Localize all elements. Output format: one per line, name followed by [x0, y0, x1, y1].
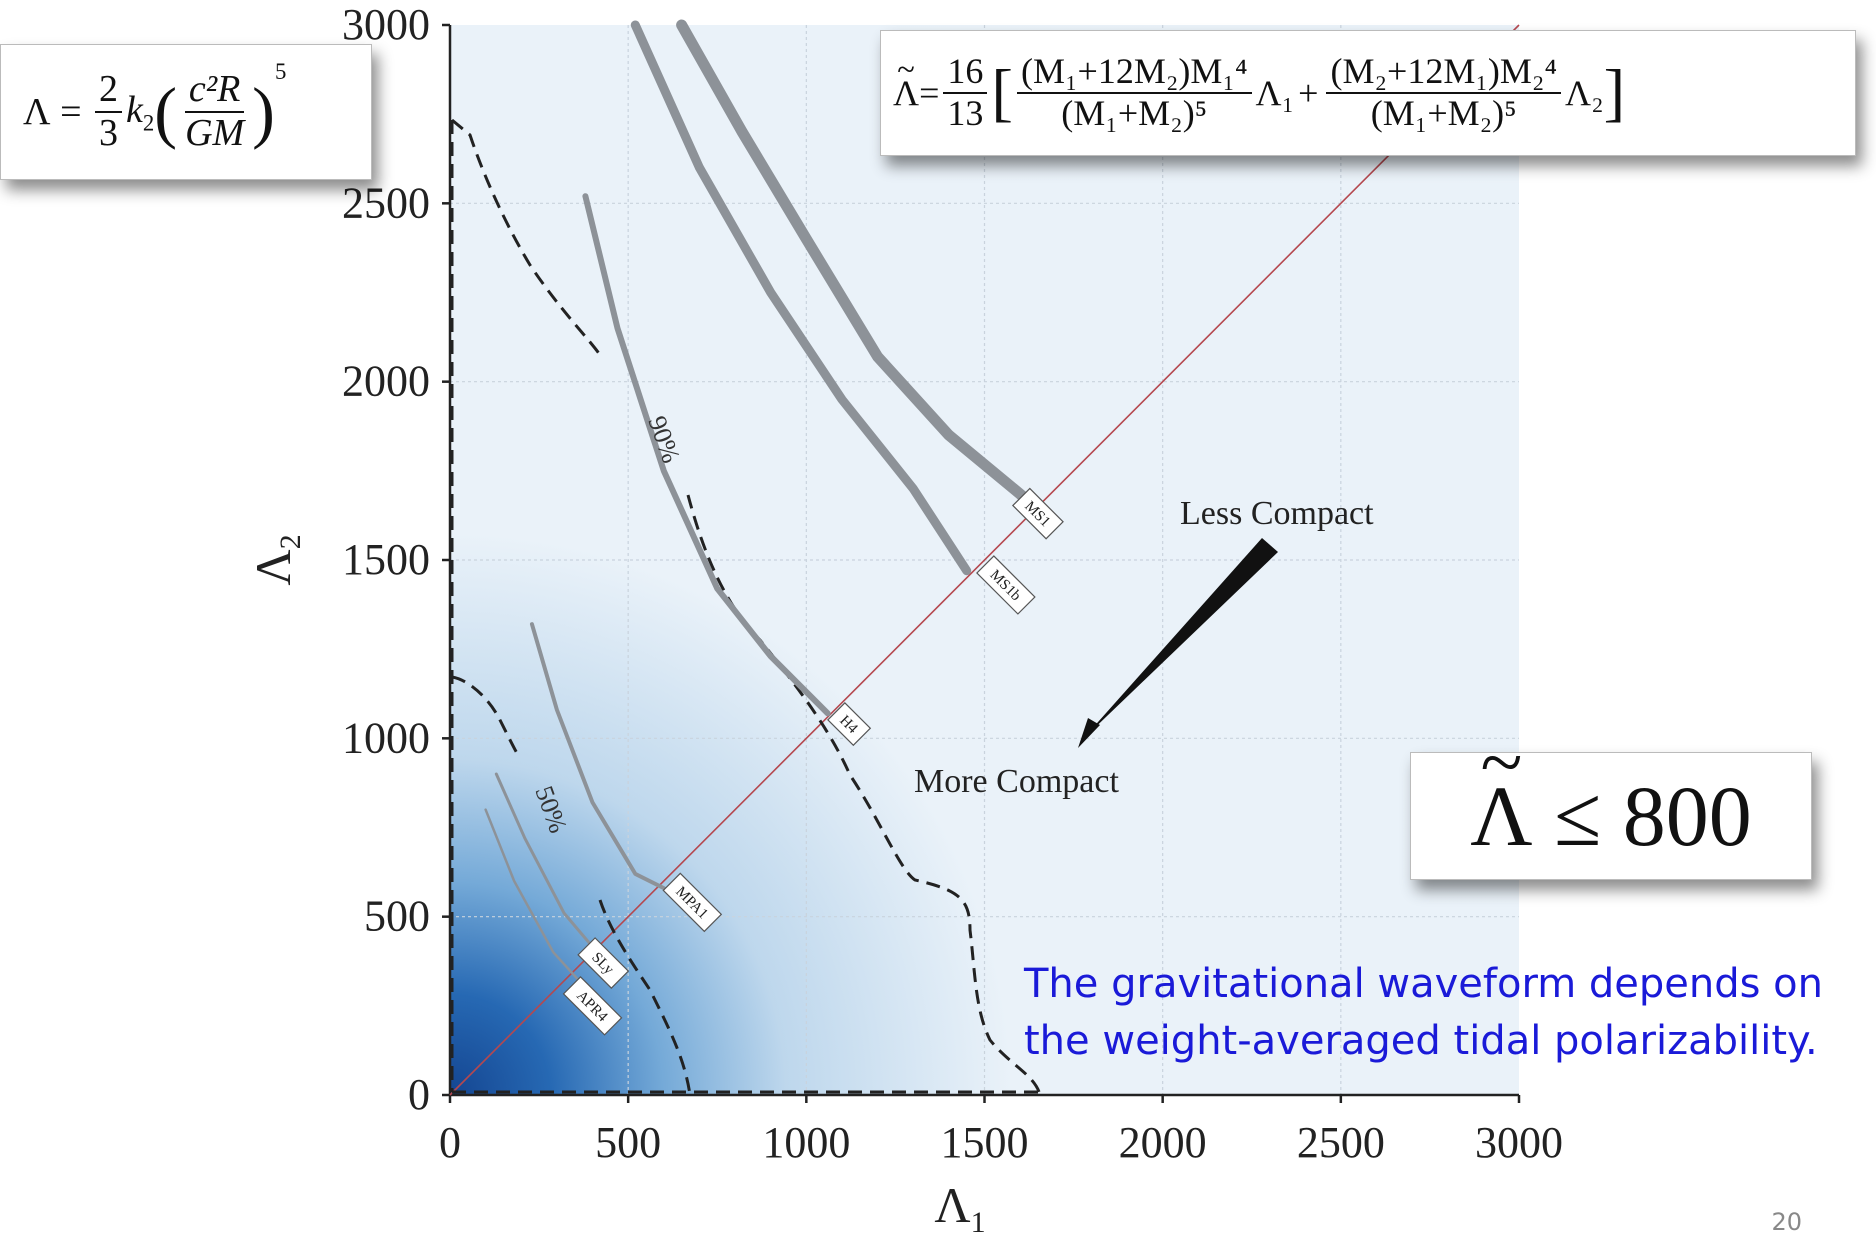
contour-50-inner	[598, 899, 692, 1096]
eos-curve-apr4	[484, 808, 591, 993]
bound-lambda-tilde: Λ	[1470, 766, 1532, 866]
compactness-arrow	[1078, 538, 1278, 748]
y-tick-label-0: 0	[408, 1070, 430, 1119]
eos-label-apr4: APR4	[562, 975, 623, 1036]
lambda2-symbol: Λ₂	[1565, 73, 1604, 113]
caption-line-1: The gravitational waveform depends on	[1024, 961, 1824, 1007]
coef-fraction: 16 13	[943, 52, 988, 133]
contour-50-outer	[451, 675, 520, 756]
x-tick-label-2000: 2000	[1119, 1118, 1207, 1167]
lambda-definition-formula: Λ = 2 3 k2 ( c²R GM ) 5	[0, 44, 372, 180]
y-tick-label-2500: 2500	[342, 178, 430, 227]
bound-value: ≤ 800	[1554, 768, 1752, 864]
equal-lambda-line	[449, 24, 1520, 1096]
y-tick-label-1500: 1500	[342, 535, 430, 584]
lambda-tilde-formula: Λ = 16 13 [ (M₁+12M₂)M₁⁴ (M₁+M₂)⁵ Λ₁ + (…	[880, 30, 1856, 156]
eos-curve-h4	[582, 193, 831, 717]
eos-curve-ms1b	[630, 20, 972, 576]
lambda-tilde-symbol: Λ	[893, 72, 919, 114]
caption-line-2: the weight-averaged tidal polarizability…	[1024, 1018, 1818, 1064]
axes	[442, 23, 1521, 1103]
eos-label-ms1: MS1	[1011, 487, 1064, 540]
x-tick-label-1500: 1500	[941, 1118, 1029, 1167]
term1-fraction: (M₁+12M₂)M₁⁴ (M₁+M₂)⁵	[1017, 52, 1252, 133]
y-tick-label-500: 500	[364, 892, 430, 941]
arrow-wedge	[1082, 538, 1278, 740]
y-tick-label-1000: 1000	[342, 713, 430, 762]
x-axis-title: Λ1	[934, 1177, 985, 1236]
eos-curve-sly	[494, 772, 605, 961]
term2-fraction: (M₂+12M₁)M₂⁴ (M₁+M₂)⁵	[1326, 52, 1561, 133]
y-tick-label-2000: 2000	[342, 357, 430, 406]
x-tick-label-2500: 2500	[1297, 1118, 1385, 1167]
page-number: 20	[1771, 1208, 1802, 1236]
contour-90-upper-left	[451, 118, 602, 356]
k-symbol: k	[126, 88, 143, 131]
x-tick-label-1000: 1000	[762, 1118, 850, 1167]
lambda-tilde-bound: Λ ≤ 800	[1410, 752, 1812, 880]
y-axis-title: Λ2	[245, 534, 307, 585]
x-tick-label-0: 0	[439, 1118, 461, 1167]
y-tick-label-3000: 3000	[342, 0, 430, 49]
caption: The gravitational waveform depends on th…	[1024, 956, 1864, 1070]
compactness-fraction: c²R GM	[184, 68, 245, 154]
x-tick-label-500: 500	[595, 1118, 661, 1167]
eos-curve-mpa1	[529, 622, 666, 891]
tick-labels: 0 500 1000 1500 2000 2500 3000 0 500 1000 1500 2000…	[342, 0, 1563, 1167]
lambda-symbol: Λ	[23, 91, 51, 133]
two-thirds-fraction: 2 3	[95, 68, 122, 155]
eos-curve-ms1	[676, 19, 1037, 509]
x-tick-label-3000: 3000	[1475, 1118, 1563, 1167]
more-compact-label: More Compact	[914, 763, 1119, 800]
lambda1-symbol: Λ₁	[1255, 73, 1295, 113]
power-five: 5	[274, 59, 287, 84]
less-compact-label: Less Compact	[1180, 495, 1374, 532]
